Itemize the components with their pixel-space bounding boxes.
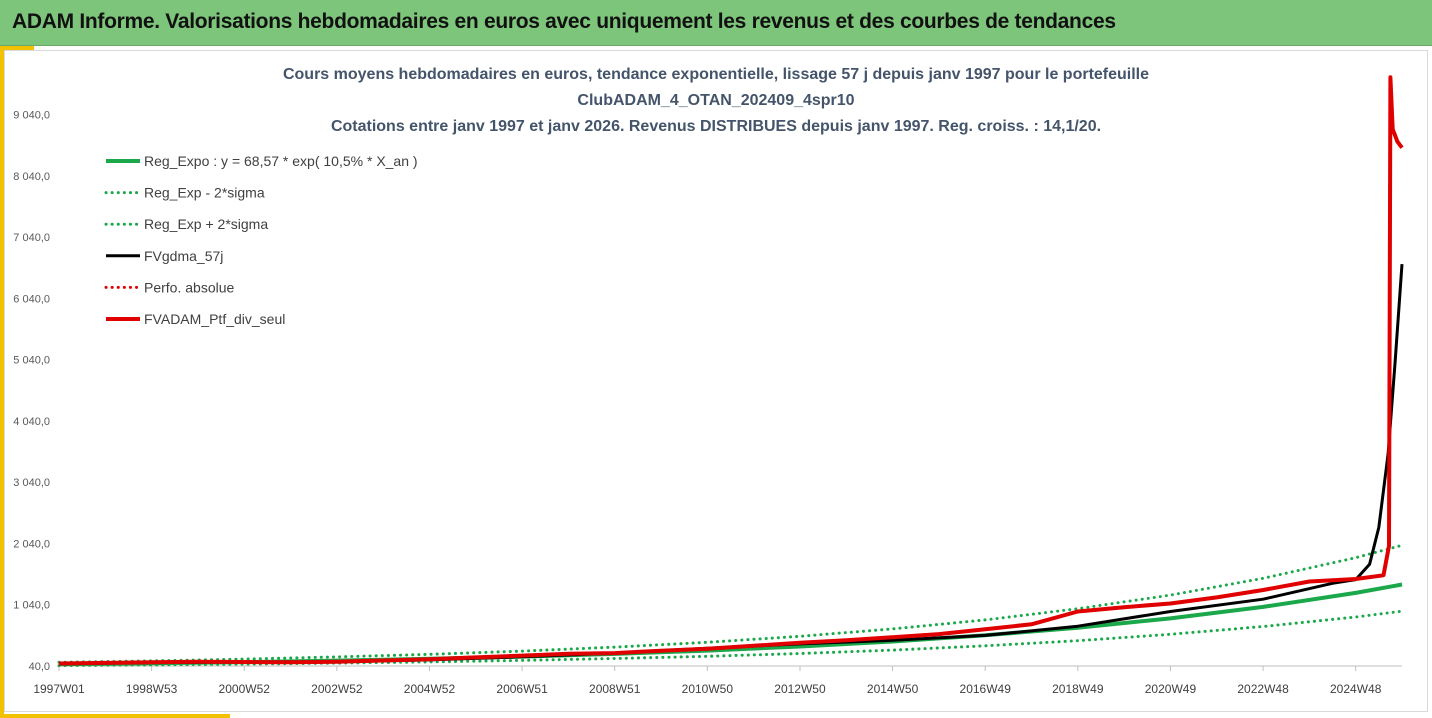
series-line-reg-exp-2-sigma bbox=[57, 543, 1404, 664]
y-tick-label: 40,0 bbox=[29, 661, 50, 673]
x-tick-label: 2024W48 bbox=[1330, 682, 1382, 696]
legend-label-reg-expo-y-68-57-exp-10-5-x-an: Reg_Expo : y = 68,57 * exp( 10,5% * X_an… bbox=[144, 153, 418, 169]
x-tick-label: 1997W01 bbox=[33, 682, 85, 696]
y-tick-label: 5 040,0 bbox=[13, 355, 50, 367]
legend-label-fvgdma-57j: FVgdma_57j bbox=[144, 248, 223, 264]
x-tick-label: 2020W49 bbox=[1145, 682, 1197, 696]
x-tick-label: 2000W52 bbox=[219, 682, 271, 696]
legend-label-reg-exp-2-sigma: Reg_Exp + 2*sigma bbox=[144, 216, 268, 232]
x-tick-label: 2012W50 bbox=[774, 682, 826, 696]
y-tick-label: 1 040,0 bbox=[13, 600, 50, 612]
chart-title-line-1: Cours moyens hebdomadaires en euros, ten… bbox=[282, 66, 1150, 83]
series-line-fvadam-ptf-div-seul bbox=[58, 75, 1404, 666]
y-tick-label: 4 040,0 bbox=[13, 416, 50, 428]
y-tick-label: 9 040,0 bbox=[13, 110, 50, 122]
accent-bar-bottom bbox=[0, 714, 230, 718]
x-tick-label: 1998W53 bbox=[126, 682, 178, 696]
legend-label-fvadam-ptf-div-seul: FVADAM_Ptf_div_seul bbox=[144, 311, 285, 327]
x-tick-label: 2008W51 bbox=[589, 682, 641, 696]
x-tick-label: 2010W50 bbox=[682, 682, 734, 696]
series-line-reg-expo-y-68-57-exp-10-5-x-an bbox=[58, 582, 1403, 667]
x-tick-label: 2004W52 bbox=[404, 682, 456, 696]
y-tick-label: 3 040,0 bbox=[13, 477, 50, 489]
x-tick-label: 2014W50 bbox=[867, 682, 919, 696]
x-tick-label: 2018W49 bbox=[1052, 682, 1104, 696]
accent-bar-left bbox=[0, 46, 4, 718]
x-tick-label: 2006W51 bbox=[496, 682, 548, 696]
legend-label-reg-exp-2-sigma: Reg_Exp - 2*sigma bbox=[144, 185, 265, 201]
y-tick-label: 7 040,0 bbox=[13, 232, 50, 244]
legend-label-perfo-absolue: Perfo. absolue bbox=[144, 279, 234, 295]
banner-title: ADAM Informe. Valorisations hebdomadaire… bbox=[12, 10, 1116, 33]
chart-title-line-3: Cotations entre janv 1997 et janv 2026. … bbox=[330, 118, 1102, 135]
y-tick-label: 6 040,0 bbox=[13, 293, 50, 305]
chart-title-line-2: ClubADAM_4_OTAN_202409_4spr10 bbox=[577, 92, 855, 109]
x-tick-label: 2016W49 bbox=[960, 682, 1012, 696]
y-tick-label: 2 040,0 bbox=[13, 538, 50, 550]
accent-bar-top bbox=[0, 46, 34, 50]
x-tick-label: 2002W52 bbox=[311, 682, 363, 696]
y-tick-label: 8 040,0 bbox=[13, 171, 50, 183]
header-banner: ADAM Informe. Valorisations hebdomadaire… bbox=[0, 0, 1432, 46]
x-tick-label: 2022W48 bbox=[1237, 682, 1289, 696]
